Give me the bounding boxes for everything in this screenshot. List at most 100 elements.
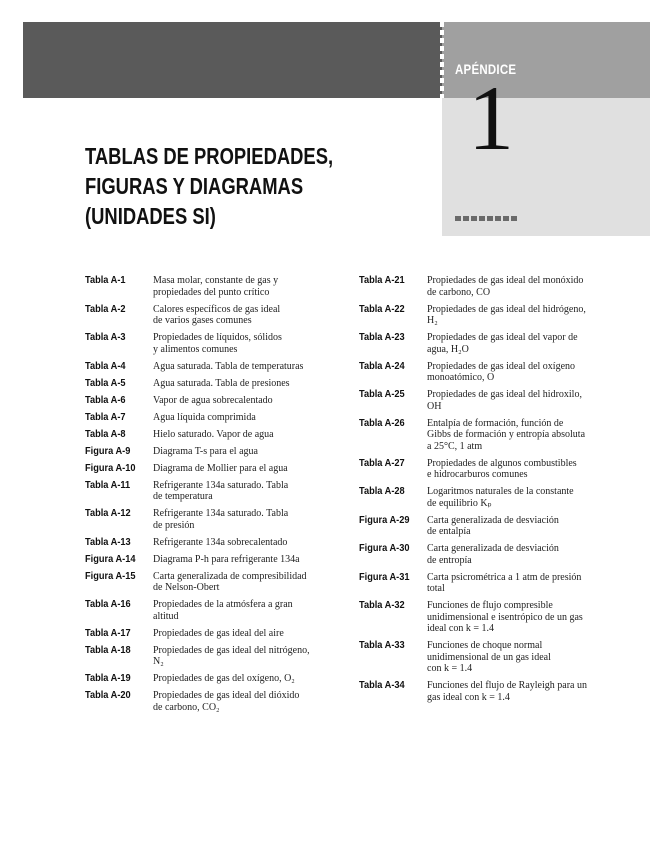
contents-entry: Figura A-29 Carta generalizada de desviac…: [359, 513, 617, 538]
contents-entry: Tabla A-6 Vapor de agua sobrecalentado: [85, 393, 343, 407]
contents-entry: Tabla A-16 Propiedades de la atmósfera a …: [85, 598, 343, 622]
entry-label: Figura A-14: [85, 552, 136, 565]
dotted-divider: [440, 22, 444, 98]
entry-label: Tabla A-2: [85, 302, 126, 315]
appendix-label: APÉNDICE: [455, 61, 517, 77]
contents-entry: Tabla A-20 Propiedades de gas ideal del d…: [85, 689, 343, 713]
contents-entry: Tabla A-21 Propiedades de gas ideal del m…: [359, 274, 617, 298]
entry-description: Calores específicos de gas ideal de vari…: [153, 303, 281, 327]
contents-entry: Tabla A-2 Calores específicos de gas idea…: [85, 302, 343, 327]
entry-description: Funciones de choque normal unidimensiona…: [427, 640, 551, 674]
entry-description: Funciones de flujo compresible unidimens…: [427, 600, 583, 634]
contents-entry: Tabla A-18 Propiedades de gas ideal del n…: [85, 643, 343, 668]
entry-description: Logaritmos naturales de la constante de …: [427, 486, 574, 509]
page-title: TABLAS DE PROPIEDADES, FIGURAS Y DIAGRAM…: [85, 143, 334, 229]
entry-label: Tabla A-32: [359, 599, 405, 611]
entry-label: Tabla A-24: [359, 359, 405, 372]
contents-entry: Tabla A-28 Logaritmos naturales de la con…: [359, 485, 617, 509]
entry-label: Tabla A-1: [85, 274, 126, 286]
entry-label: Tabla A-22: [359, 302, 405, 315]
entry-description: Agua saturada. Tabla de temperaturas: [153, 360, 304, 372]
contents-entry: Tabla A-17 Propiedades de gas ideal del a…: [85, 626, 343, 640]
contents-entry: Figura A-15 Carta generalizada de compres…: [85, 569, 343, 594]
entry-label: Tabla A-26: [359, 416, 405, 429]
entry-label: Figura A-9: [85, 444, 131, 457]
contents-entry: Tabla A-12 Refrigerante 134a saturado. Ta…: [85, 507, 343, 531]
entry-description: Propiedades de gas ideal del hidrógeno, …: [427, 303, 586, 327]
entry-description: Propiedades de gas ideal del aire: [153, 627, 284, 639]
entry-label: Tabla A-8: [85, 427, 126, 440]
entry-label: Tabla A-25: [359, 388, 405, 400]
contents-entry: Tabla A-26 Entalpía de formación, función…: [359, 416, 617, 453]
contents-entry: Tabla A-3 Propiedades de líquidos, sólido…: [85, 331, 343, 355]
entry-description: Propiedades de gas ideal del oxígeno mon…: [427, 360, 576, 384]
entry-description: Refrigerante 134a saturado. Tabla de tem…: [153, 479, 289, 503]
entry-label: Figura A-15: [85, 569, 136, 582]
contents-entry: Tabla A-27 Propiedades de algunos combust…: [359, 456, 617, 481]
entry-description: Funciones del flujo de Rayleigh para un …: [427, 680, 587, 703]
entry-description: Entalpía de formación, función de Gibbs …: [427, 417, 586, 452]
entry-description: Diagrama T-s para el agua: [153, 445, 258, 457]
entry-description: Propiedades de gas ideal del monóxido de…: [427, 275, 584, 298]
contents-entry: Tabla A-1 Masa molar, constante de gas y …: [85, 274, 343, 298]
contents-entry: Figura A-30 Carta generalizada de desviac…: [359, 542, 617, 566]
contents-entry: Tabla A-4 Agua saturada. Tabla de tempera…: [85, 359, 343, 373]
contents-entry: Tabla A-11 Refrigerante 134a saturado. Ta…: [85, 479, 343, 503]
entry-description: Carta psicrométrica a 1 atm de presión t…: [427, 571, 582, 595]
contents-list-right: Tabla A-21 Propiedades de gas ideal del m…: [359, 274, 617, 709]
entry-label: Tabla A-33: [359, 639, 405, 651]
entry-label: Figura A-29: [359, 513, 410, 526]
contents-entry: Figura A-31 Carta psicrométrica a 1 atm d…: [359, 570, 617, 595]
entry-label: Tabla A-7: [85, 410, 126, 423]
entry-label: Tabla A-28: [359, 485, 405, 497]
entry-label: Tabla A-18: [85, 643, 131, 656]
entry-label: Figura A-30: [359, 542, 410, 554]
entry-label: Tabla A-27: [359, 456, 405, 469]
contents-entry: Tabla A-22 Propiedades de gas ideal del h…: [359, 302, 617, 327]
entry-description: Propiedades de gas ideal del vapor de ag…: [427, 332, 578, 355]
entry-description: Diagrama de Mollier para el agua: [153, 462, 288, 474]
contents-entry: Tabla A-5 Agua saturada. Tabla de presion…: [85, 376, 343, 390]
entry-label: Tabla A-23: [359, 331, 405, 343]
contents-list-left: Tabla A-1 Masa molar, constante de gas y …: [85, 274, 343, 719]
contents-entry: Tabla A-25 Propiedades de gas ideal del h…: [359, 388, 617, 412]
contents-entry: Tabla A-24 Propiedades de gas ideal del o…: [359, 359, 617, 384]
entry-description: Vapor de agua sobrecalentado: [153, 394, 273, 406]
entry-description: Propiedades de gas del oxígeno, O₂: [153, 673, 295, 684]
entry-description: Diagrama P-h para refrigerante 134a: [153, 553, 300, 565]
entry-description: Propiedades de líquidos, sólidos y alime…: [153, 332, 282, 355]
entry-description: Masa molar, constante de gas y propiedad…: [153, 275, 279, 298]
entry-description: Agua líquida comprimida: [153, 411, 256, 423]
contents-entry: Tabla A-23 Propiedades de gas ideal del v…: [359, 331, 617, 355]
entry-description: Carta generalizada de desviación de entr…: [427, 543, 559, 566]
entry-label: Figura A-10: [85, 461, 136, 474]
header-dark-band: [23, 22, 442, 98]
contents-entry: Figura A-14 Diagrama P-h para refrigerant…: [85, 552, 343, 566]
entry-description: Refrigerante 134a sobrecalentado: [153, 536, 288, 548]
entry-description: Propiedades de la atmósfera a gran altit…: [153, 599, 293, 622]
entry-label: Tabla A-12: [85, 507, 131, 519]
appendix-box-top: [442, 22, 650, 98]
contents-entry: Tabla A-8 Hielo saturado. Vapor de agua: [85, 427, 343, 441]
contents-entry: Tabla A-19 Propiedades de gas del oxígeno…: [85, 672, 343, 685]
entry-label: Tabla A-4: [85, 359, 126, 372]
entry-label: Tabla A-21: [359, 274, 405, 286]
entry-label: Tabla A-34: [359, 679, 405, 691]
entry-description: Hielo saturado. Vapor de agua: [153, 428, 274, 440]
entry-description: Carta generalizada de compresibilidad de…: [153, 570, 307, 594]
contents-entry: Figura A-9 Diagrama T-s para el agua: [85, 444, 343, 458]
entry-description: Propiedades de gas ideal del hidroxilo, …: [427, 389, 582, 412]
entry-description: Agua saturada. Tabla de presiones: [153, 377, 290, 389]
contents-entry: Tabla A-34 Funciones del flujo de Rayleig…: [359, 679, 617, 703]
entry-label: Figura A-31: [359, 570, 410, 583]
entry-description: Carta generalizada de desviación de enta…: [427, 514, 559, 538]
entry-label: Tabla A-17: [85, 626, 131, 639]
entry-label: Tabla A-3: [85, 331, 126, 343]
entry-description: Propiedades de algunos combustibles e hi…: [427, 457, 577, 481]
entry-label: Tabla A-13: [85, 535, 131, 548]
contents-entry: Tabla A-13 Refrigerante 134a sobrecalenta…: [85, 535, 343, 549]
contents-entry: Tabla A-33 Funciones de choque normal uni…: [359, 639, 617, 675]
entry-label: Tabla A-6: [85, 393, 126, 406]
entry-label: Tabla A-5: [85, 376, 126, 389]
entry-description: Propiedades de gas ideal del dióxido de …: [153, 690, 300, 713]
